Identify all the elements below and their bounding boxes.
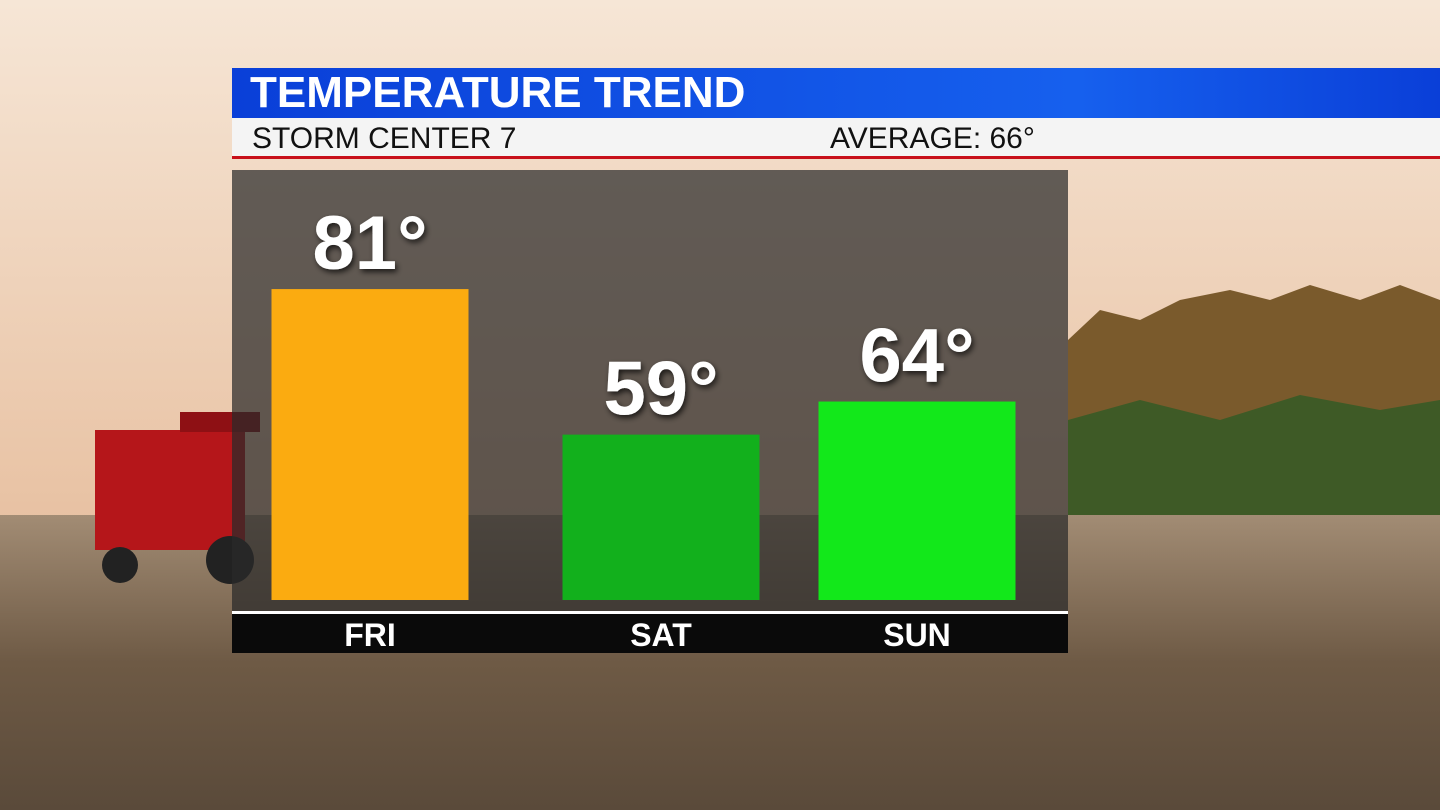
chart-title: TEMPERATURE TREND [250, 68, 745, 117]
x-tick-label: FRI [344, 617, 396, 653]
subtitle-rule [232, 156, 1440, 159]
treeline-green [1068, 395, 1440, 520]
bar [271, 289, 469, 600]
harvester [95, 412, 260, 584]
x-tick-label: SAT [630, 617, 692, 653]
bar [818, 401, 1016, 600]
value-label: 64° [860, 314, 975, 399]
value-label: 81° [313, 201, 428, 286]
subtitle-bar [232, 118, 1440, 158]
title-bar [232, 68, 1440, 118]
chart-subtitle: STORM CENTER 7 [252, 122, 516, 155]
bar [562, 434, 760, 600]
x-tick-label: SUN [883, 617, 951, 653]
value-label: 59° [604, 347, 719, 432]
annotation: AVERAGE: 66° [830, 122, 1035, 155]
category-band [232, 614, 1068, 653]
baseline [232, 611, 1068, 614]
